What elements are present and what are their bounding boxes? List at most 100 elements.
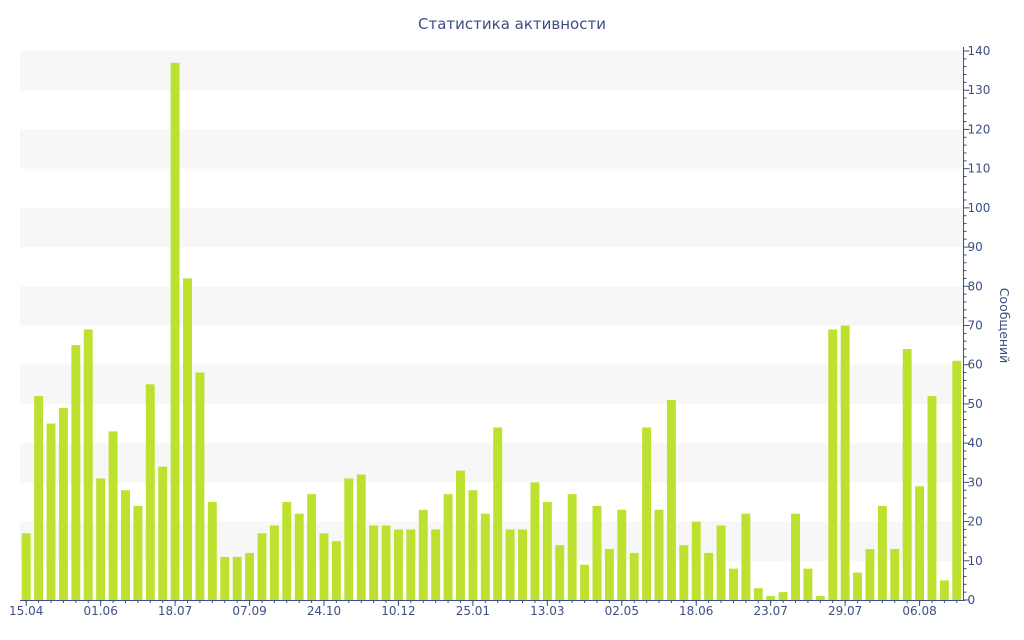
bar[interactable] — [406, 529, 416, 600]
bar[interactable] — [468, 490, 478, 600]
bar[interactable] — [183, 278, 192, 600]
bar[interactable] — [294, 513, 304, 600]
bar[interactable] — [220, 556, 230, 600]
bar[interactable] — [456, 470, 465, 600]
bar[interactable] — [766, 596, 776, 600]
bar[interactable] — [96, 478, 106, 600]
bar[interactable] — [865, 549, 875, 600]
bar[interactable] — [617, 509, 627, 600]
y-tick-label: 20 — [968, 515, 983, 529]
bar[interactable] — [195, 372, 205, 600]
bar[interactable] — [840, 325, 850, 601]
y-tick-label: 40 — [968, 436, 983, 450]
bar[interactable] — [170, 62, 180, 601]
bar[interactable] — [828, 329, 838, 600]
bar[interactable] — [319, 533, 329, 600]
grid-band — [20, 51, 963, 91]
bar[interactable] — [83, 329, 93, 600]
bar[interactable] — [58, 407, 68, 600]
y-tick-label: 60 — [968, 358, 983, 372]
y-tick-label: 80 — [968, 279, 983, 293]
x-tick-label: 13.03 — [530, 604, 564, 618]
bar[interactable] — [803, 568, 813, 600]
bar[interactable] — [691, 521, 701, 600]
bar[interactable] — [877, 505, 887, 600]
bar[interactable] — [344, 478, 354, 600]
bar[interactable] — [307, 494, 317, 600]
bar[interactable] — [890, 549, 900, 600]
bar[interactable] — [927, 396, 937, 600]
bar[interactable] — [369, 525, 379, 600]
bar[interactable] — [629, 552, 639, 600]
bar[interactable] — [393, 529, 403, 600]
bar[interactable] — [542, 501, 552, 600]
bar[interactable] — [815, 596, 825, 600]
bar[interactable] — [728, 568, 738, 600]
x-tick-label: 18.06 — [679, 604, 713, 618]
bar[interactable] — [356, 474, 366, 600]
bar[interactable] — [530, 482, 540, 600]
bar[interactable] — [381, 525, 391, 600]
bar[interactable] — [245, 552, 255, 600]
bar[interactable] — [21, 533, 31, 600]
bar[interactable] — [431, 529, 441, 600]
x-tick-label: 15.04 — [9, 604, 43, 618]
bar[interactable] — [505, 529, 515, 600]
bar[interactable] — [443, 494, 453, 600]
y-axis-title: Сообщений — [997, 288, 1012, 364]
bar[interactable] — [753, 588, 763, 600]
x-tick-label: 18.07 — [158, 604, 192, 618]
bar[interactable] — [567, 494, 577, 600]
x-axis: 15.04 01.06 18.07 07.09 24.10 10.12 25.01 13.03… — [9, 600, 965, 618]
bar[interactable] — [741, 513, 751, 600]
x-tick-label: 02.05 — [605, 604, 639, 618]
bar[interactable] — [282, 501, 292, 600]
bar[interactable] — [480, 513, 490, 600]
bar[interactable] — [778, 592, 788, 600]
bar[interactable] — [518, 529, 527, 600]
y-tick-label: 110 — [968, 162, 991, 176]
bar[interactable] — [592, 505, 602, 600]
bar[interactable] — [952, 360, 962, 600]
bar[interactable] — [331, 541, 341, 600]
bar[interactable] — [71, 345, 81, 600]
bar[interactable] — [34, 396, 44, 600]
bar[interactable] — [493, 427, 503, 600]
x-tick-label: 24.10 — [307, 604, 341, 618]
x-tick-label: 06.08 — [902, 604, 936, 618]
bar[interactable] — [679, 545, 689, 600]
bar[interactable] — [108, 431, 118, 600]
bar[interactable] — [133, 505, 143, 600]
bar[interactable] — [704, 552, 714, 600]
x-tick-label: 01.06 — [83, 604, 117, 618]
bar[interactable] — [716, 525, 726, 600]
y-tick-label: 130 — [968, 83, 991, 97]
bar[interactable] — [853, 572, 862, 600]
x-tick-label: 07.09 — [232, 604, 266, 618]
bar[interactable] — [121, 490, 130, 600]
grid-band — [20, 207, 963, 248]
bar[interactable] — [791, 513, 800, 600]
x-tick-label: 25.01 — [456, 604, 490, 618]
bar[interactable] — [654, 509, 664, 600]
bar[interactable] — [666, 400, 676, 600]
bar[interactable] — [232, 556, 242, 600]
bar[interactable] — [555, 545, 565, 600]
y-tick-label: 100 — [968, 201, 991, 215]
bar[interactable] — [46, 423, 56, 600]
bar[interactable] — [269, 525, 279, 600]
bar[interactable] — [642, 427, 652, 600]
bar[interactable] — [418, 509, 428, 600]
x-tick-label: 10.12 — [381, 604, 415, 618]
bar[interactable] — [580, 564, 590, 600]
bar[interactable] — [902, 349, 912, 600]
bar[interactable] — [915, 486, 925, 600]
bar[interactable] — [158, 466, 168, 600]
bar[interactable] — [145, 384, 155, 600]
bar[interactable] — [604, 549, 614, 600]
y-tick-label: 120 — [968, 122, 991, 136]
bar[interactable] — [939, 580, 949, 600]
bar[interactable] — [257, 533, 267, 600]
bars — [21, 62, 962, 601]
bar[interactable] — [207, 501, 217, 600]
